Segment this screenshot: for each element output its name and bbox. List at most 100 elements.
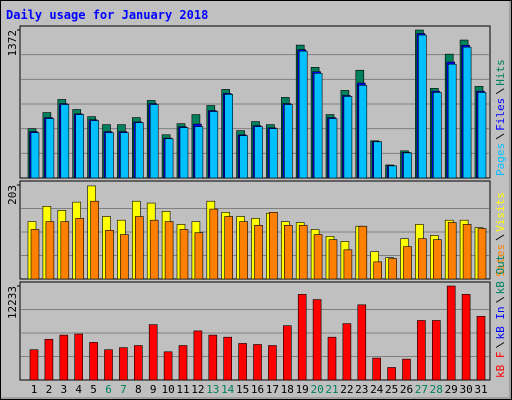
x-tick-label: 11 — [176, 383, 189, 396]
bar — [30, 132, 40, 179]
legend-separator — [495, 342, 505, 348]
x-tick-label: 21 — [325, 383, 338, 396]
bar — [120, 132, 129, 179]
x-tick-label: 19 — [296, 383, 309, 396]
bar — [148, 324, 158, 381]
bar — [209, 208, 219, 280]
x-tick-label: 8 — [135, 383, 142, 396]
bar — [254, 224, 263, 280]
bar — [297, 294, 307, 381]
bar — [164, 138, 174, 179]
bar — [418, 34, 427, 179]
bar — [135, 216, 144, 280]
y-tick-label: 203 — [6, 185, 19, 205]
legend-label: kB F — [494, 352, 507, 379]
bar — [431, 320, 441, 381]
bar — [282, 325, 292, 381]
bar — [134, 345, 143, 381]
x-tick-label: 27 — [415, 383, 428, 396]
legend-label: kB In — [494, 306, 507, 339]
bar — [239, 221, 248, 280]
bar — [60, 104, 70, 179]
bar — [327, 336, 337, 381]
bar — [462, 46, 472, 179]
x-tick-label: 24 — [370, 383, 384, 396]
x-tick-label: 6 — [105, 383, 112, 396]
bar — [462, 224, 472, 280]
bar — [163, 351, 173, 381]
bar — [388, 165, 397, 179]
bar — [373, 141, 383, 179]
bar — [432, 92, 442, 179]
bar — [29, 349, 39, 381]
x-tick-label: 1 — [31, 383, 38, 396]
x-tick-label: 25 — [385, 383, 398, 396]
x-tick-label: 28 — [430, 383, 443, 396]
x-tick-label: 4 — [75, 383, 82, 396]
bar — [403, 246, 412, 280]
x-tick-label: 13 — [206, 383, 219, 396]
bar — [30, 229, 40, 280]
bar — [193, 330, 203, 381]
bar — [120, 234, 129, 280]
y-tick-label: 1372 — [6, 30, 19, 57]
x-tick-label: 23 — [355, 383, 368, 396]
bar — [387, 367, 396, 381]
legend-separator — [495, 234, 505, 241]
bar — [238, 343, 247, 381]
bar — [254, 126, 263, 179]
bar — [90, 120, 99, 179]
bar — [60, 221, 70, 280]
bar — [209, 111, 219, 179]
legend-label: Pages — [494, 143, 507, 176]
bar — [343, 249, 353, 280]
bar — [477, 92, 487, 179]
x-tick-label: 20 — [310, 383, 323, 396]
bar — [432, 239, 442, 280]
x-tick-label: 12 — [191, 383, 204, 396]
bar — [45, 221, 55, 280]
bar — [269, 128, 278, 179]
bar — [447, 63, 457, 179]
legend-label: Hits — [494, 59, 507, 86]
bar — [328, 239, 338, 280]
bar — [476, 315, 486, 381]
bar — [446, 285, 456, 381]
legend-label: kB Out — [494, 255, 507, 295]
x-tick-label: 5 — [90, 383, 97, 396]
bar — [45, 118, 55, 179]
bar — [312, 299, 322, 381]
legend-separator — [495, 296, 505, 303]
legend-label: Files — [494, 98, 507, 131]
bar — [402, 358, 411, 381]
x-tick-label: 31 — [474, 383, 487, 396]
bar — [75, 218, 84, 280]
bar — [194, 126, 204, 179]
bar — [253, 344, 262, 381]
bar — [328, 118, 338, 179]
bar — [239, 135, 248, 179]
bar — [224, 94, 233, 179]
x-tick-label: 18 — [281, 383, 294, 396]
bar — [74, 333, 83, 381]
bar — [208, 334, 218, 381]
x-tick-label: 15 — [236, 383, 249, 396]
bar — [298, 224, 308, 280]
chart-title: Daily usage for January 2018 — [6, 8, 208, 22]
bar — [149, 104, 159, 179]
x-tick-label: 10 — [161, 383, 174, 396]
x-tick-label: 14 — [221, 383, 235, 396]
bar — [104, 349, 113, 381]
bar — [461, 294, 471, 381]
x-tick-label: 7 — [120, 383, 127, 396]
x-tick-label: 30 — [459, 383, 472, 396]
bar — [373, 261, 383, 280]
bar — [75, 114, 84, 179]
bar — [358, 85, 368, 179]
x-tick-label: 2 — [46, 383, 53, 396]
bar — [417, 320, 426, 381]
bar — [477, 228, 487, 280]
bar — [268, 345, 277, 381]
bar — [283, 104, 293, 179]
